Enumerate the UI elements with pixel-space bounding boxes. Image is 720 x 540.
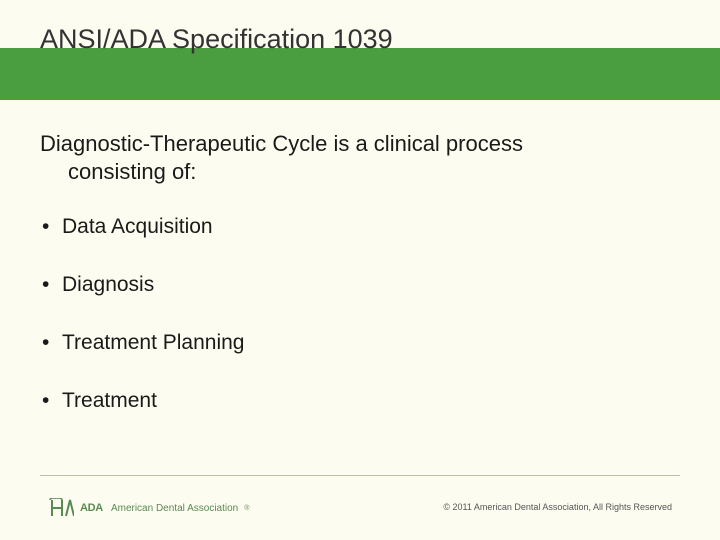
- logo-abbrev: ADA: [80, 502, 103, 514]
- bullet-item: Data Acquisition: [40, 215, 680, 239]
- logo-tm: ®: [244, 505, 249, 512]
- bullet-item: Treatment: [40, 389, 680, 413]
- footer-divider: [40, 475, 680, 476]
- copyright-text: © 2011 American Dental Association, All …: [443, 502, 672, 512]
- intro-line2: consisting of:: [40, 158, 680, 186]
- bullet-item: Diagnosis: [40, 273, 680, 297]
- bullet-item: Treatment Planning: [40, 331, 680, 355]
- logo: ADA American Dental Association ®: [48, 498, 249, 518]
- header-band: [0, 48, 720, 100]
- content-area: Diagnostic-Therapeutic Cycle is a clinic…: [40, 130, 680, 447]
- slide-title: ANSI/ADA Specification 1039: [40, 24, 393, 55]
- logo-full: American Dental Association: [111, 503, 238, 514]
- intro-line1: Diagnostic-Therapeutic Cycle is a clinic…: [40, 131, 523, 156]
- intro-text: Diagnostic-Therapeutic Cycle is a clinic…: [40, 130, 680, 185]
- ada-logo-icon: [48, 498, 74, 518]
- bullet-list: Data Acquisition Diagnosis Treatment Pla…: [40, 215, 680, 413]
